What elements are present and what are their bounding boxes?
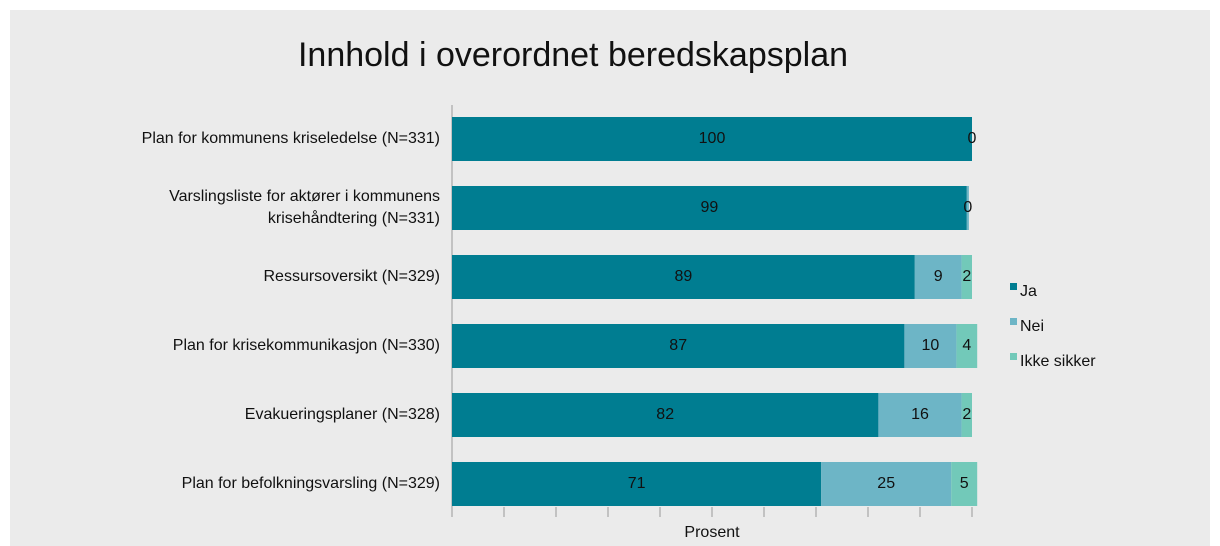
value-label: 2 [962,268,971,285]
value-label: 10 [922,337,940,354]
value-label: 71 [628,475,646,492]
bar-segment [452,393,879,437]
value-label: 2 [962,406,971,423]
legend-swatch [1010,318,1017,325]
value-label: 99 [701,199,719,216]
category-label: Plan for kommunens kriseledelse (N=331) [141,130,440,147]
legend-label: Ikke sikker [1020,353,1096,370]
value-label: 89 [675,268,693,285]
legend-swatch [1010,283,1017,290]
value-label: 9 [934,268,943,285]
bar-segment [961,393,972,437]
value-label: 16 [911,406,929,423]
category-label: Plan for befolkningsvarsling (N=329) [181,475,440,492]
value-label: 82 [656,406,674,423]
bar-segment [904,324,957,368]
bar-segment [966,186,969,230]
chart-title: Innhold i overordnet beredskapsplan [298,36,848,74]
value-label: 87 [669,337,687,354]
value-label: 0 [968,130,977,147]
bar-segment [452,117,972,161]
legend-swatch [1010,353,1017,360]
value-label: 5 [960,475,969,492]
bar-segment [452,186,967,230]
x-axis-label: Prosent [684,524,740,541]
value-label: 100 [699,130,726,147]
category-label: Varslingsliste for aktører i kommunens k… [169,188,440,227]
category-label: Plan for krisekommunikasjon (N=330) [172,337,440,354]
value-label: 0 [963,199,972,216]
bar-segment [452,462,822,506]
category-label: Evakueringsplaner (N=328) [244,406,440,423]
bar-segment [821,462,952,506]
bar-segment [914,255,962,299]
bar-segment [956,324,978,368]
category-label: Ressursoversikt (N=329) [263,268,441,285]
value-label: 4 [962,337,971,354]
legend-label: Nei [1020,318,1044,335]
bar-segment [951,462,978,506]
value-label: 25 [877,475,895,492]
bar-segment [452,324,905,368]
bar-segment [452,255,915,299]
bar-segment [878,393,962,437]
bar-segment [961,255,972,299]
legend-label: Ja [1020,283,1037,300]
